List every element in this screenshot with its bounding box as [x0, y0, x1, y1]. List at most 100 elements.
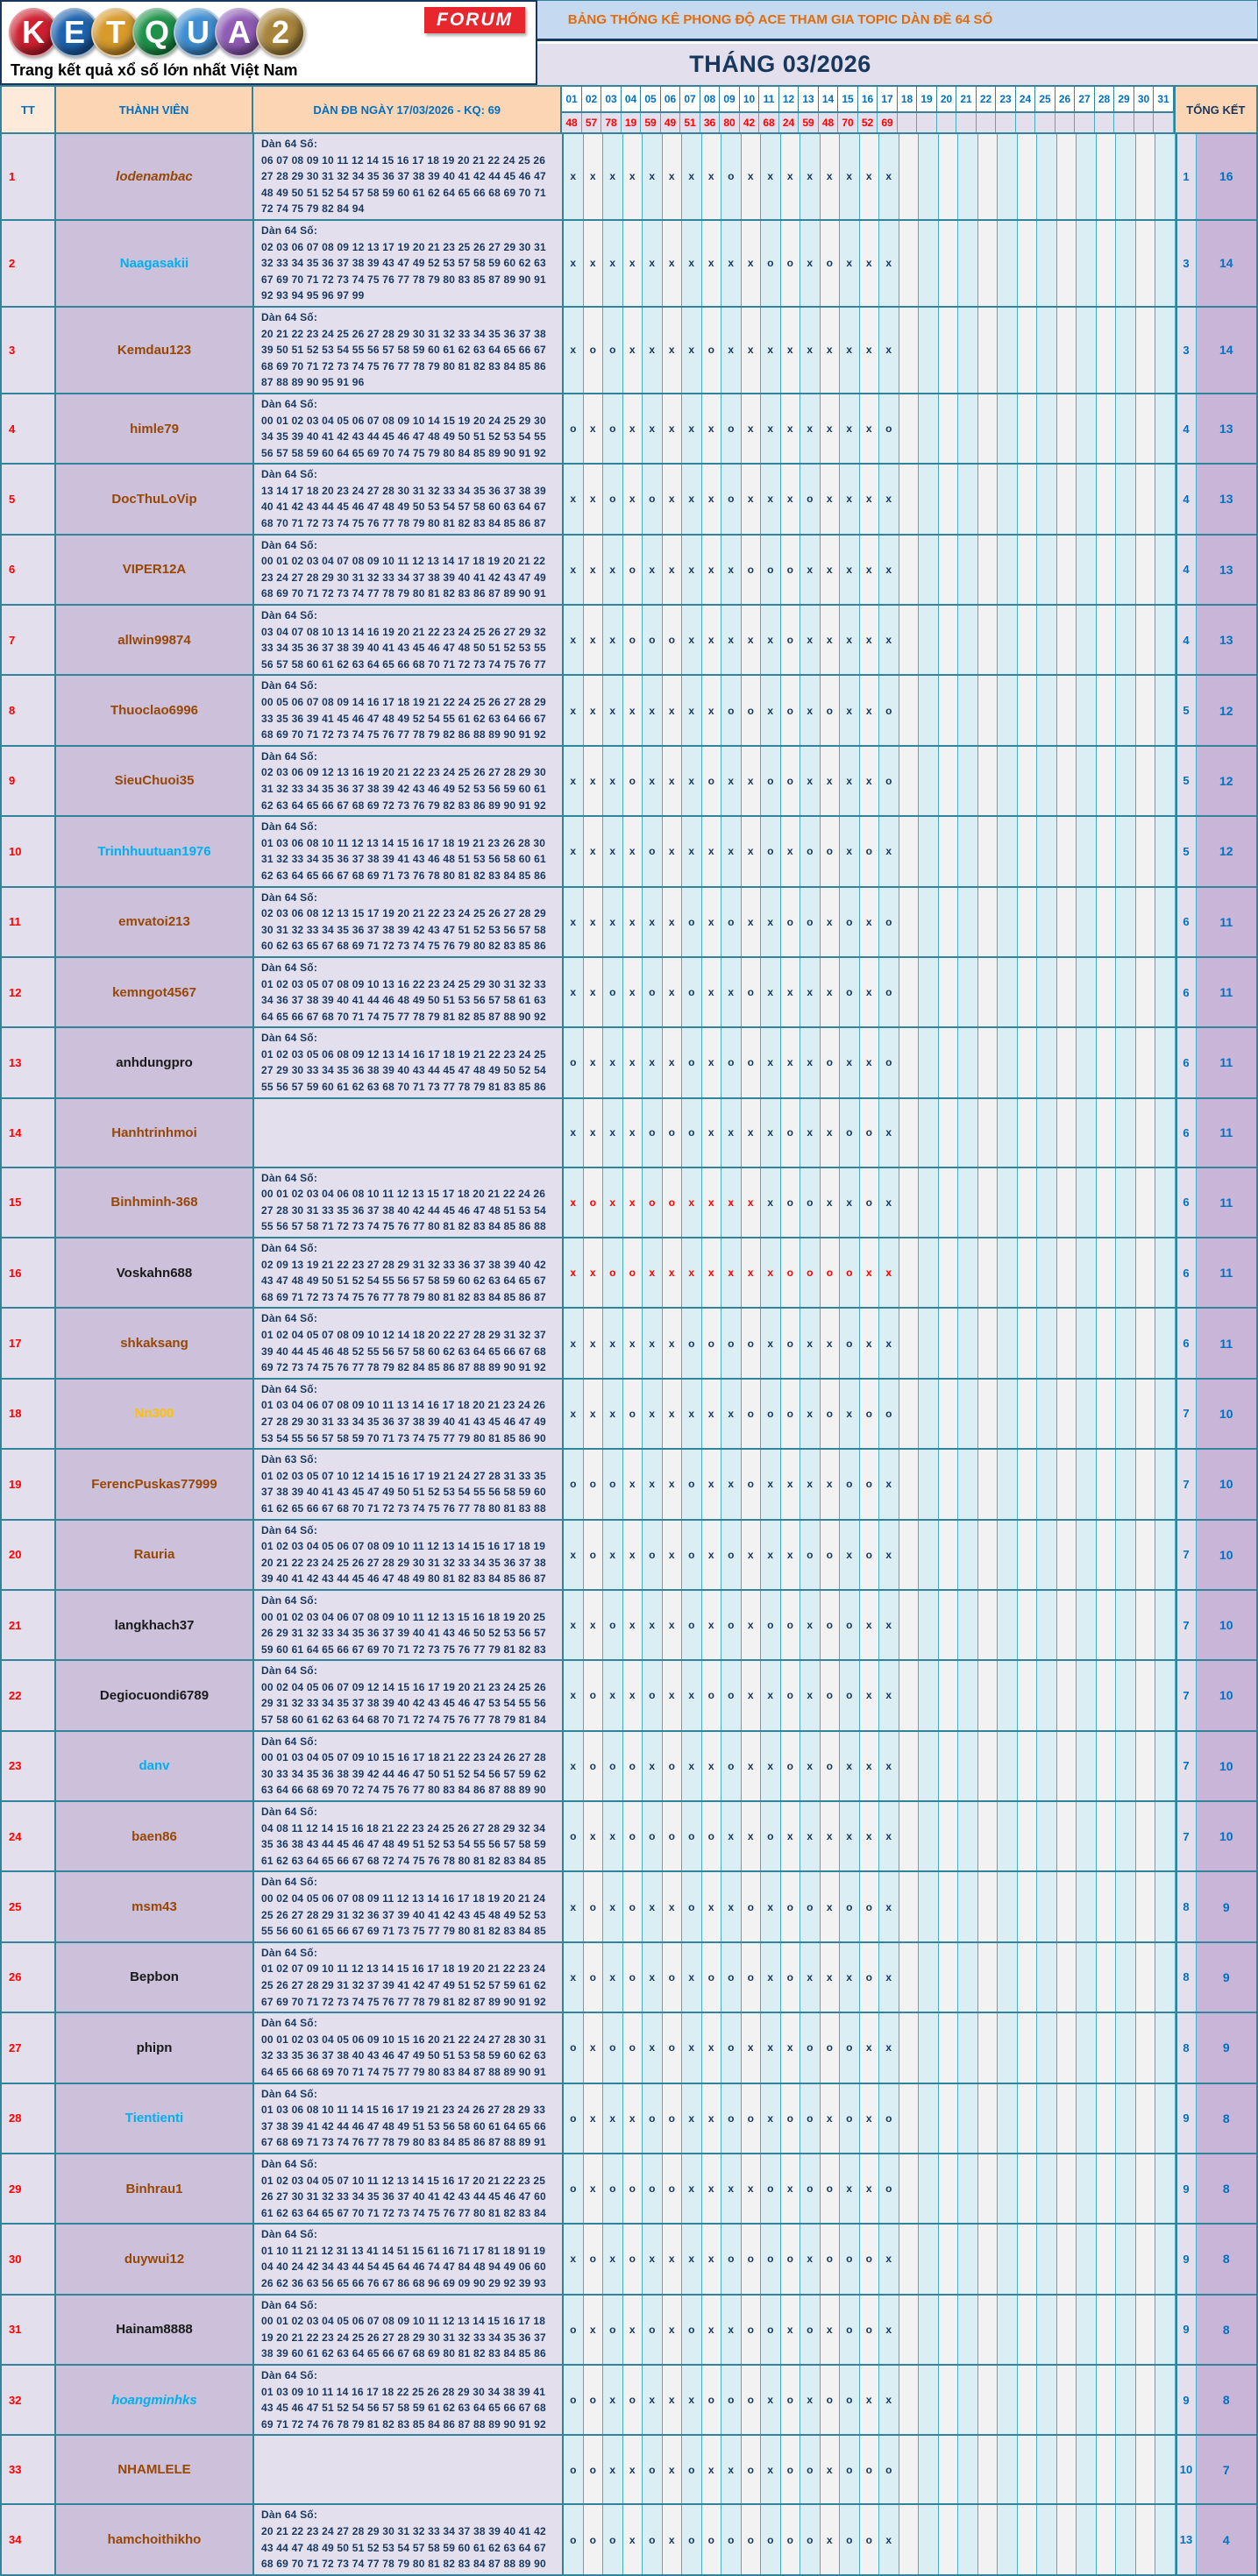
- empty-day-cell: [899, 957, 919, 1027]
- mark-day-07: x: [682, 676, 702, 745]
- day-header-26: 26: [1055, 87, 1076, 111]
- mark-day-13: o: [800, 1872, 821, 1941]
- mark-day-07: o: [682, 887, 702, 956]
- row-index: 17: [2, 1309, 56, 1378]
- kq-result-day-03: 78: [601, 113, 622, 132]
- mark-day-11: x: [761, 1942, 781, 2012]
- empty-day-cell: [1135, 1942, 1155, 2012]
- empty-day-cell: [1096, 2366, 1116, 2435]
- number-set: Dàn 64 Số: 01 03 06 08 10 11 12 13 14 15 …: [254, 817, 564, 886]
- mark-day-05: o: [643, 2505, 663, 2574]
- empty-day-cell: [1096, 1802, 1116, 1871]
- day-header-05: 05: [641, 87, 661, 111]
- member-row: 28 Tientienti Dàn 64 Số: 01 03 06 08 10 11 …: [2, 2082, 1256, 2153]
- empty-day-cell: [1077, 535, 1097, 605]
- mark-day-09: x: [721, 746, 742, 816]
- mark-day-15: o: [840, 2083, 860, 2153]
- mark-day-10: x: [741, 1661, 761, 1730]
- empty-day-cell: [899, 1942, 919, 2012]
- member-row: 19 FerencPuskas77999 Dàn 63 Số: 01 02 03 05…: [2, 1448, 1256, 1519]
- empty-day-cell: [1116, 1731, 1136, 1801]
- mark-day-06: o: [662, 2013, 682, 2083]
- empty-day-cell: [1017, 1379, 1037, 1449]
- site-logo[interactable]: K E T Q U A 2 FORUM Trang kết quả xổ số lớn nhấ…: [0, 0, 537, 85]
- empty-day-cell: [1056, 2366, 1077, 2435]
- mark-day-02: o: [583, 1731, 603, 1801]
- member-row: 12 kemngot4567 Dàn 64 Số: 01 02 03 05 07 08…: [2, 955, 1256, 1027]
- mark-day-12: x: [780, 465, 800, 534]
- empty-day-cell: [899, 1098, 919, 1167]
- mark-day-17: x: [879, 1520, 899, 1589]
- mark-day-09: o: [721, 2225, 742, 2294]
- mark-day-05: x: [643, 2366, 663, 2435]
- mark-day-02: o: [583, 2366, 603, 2435]
- mark-day-08: x: [701, 1520, 721, 1589]
- mark-day-16: o: [859, 2505, 879, 2574]
- mark-day-09: x: [721, 1098, 742, 1167]
- member-name: Binhrau1: [56, 2154, 254, 2224]
- mark-day-03: x: [603, 2366, 623, 2435]
- total-o-count: 7: [1175, 1731, 1196, 1801]
- mark-day-07: x: [682, 1942, 702, 2012]
- number-set-label: Dàn 64 Số:: [261, 1876, 318, 1889]
- number-set-values: 20 21 22 23 24 27 28 29 30 31 32 33 34 3…: [261, 2525, 546, 2571]
- mark-day-11: o: [761, 2225, 781, 2294]
- empty-day-cell: [1096, 1731, 1116, 1801]
- mark-day-01: o: [564, 1028, 584, 1097]
- empty-day-cell: [1135, 1590, 1155, 1660]
- empty-day-cell: [1056, 887, 1077, 956]
- empty-day-cell: [1056, 220, 1077, 306]
- logo-letters: K E T Q U A 2 FORUM: [9, 4, 529, 61]
- empty-day-cell: [938, 1661, 958, 1730]
- mark-day-17: x: [879, 1309, 899, 1378]
- empty-day-cell: [1037, 1309, 1057, 1378]
- mark-day-15: x: [840, 817, 860, 886]
- mark-day-03: o: [603, 2154, 623, 2224]
- mark-day-10: x: [741, 394, 761, 464]
- empty-day-cell: [919, 134, 939, 219]
- mark-day-11: x: [761, 676, 781, 745]
- empty-day-cell: [1135, 2225, 1155, 2294]
- total-o-count: 6: [1175, 1309, 1196, 1378]
- empty-day-cell: [899, 134, 919, 219]
- mark-day-05: x: [643, 1028, 663, 1097]
- mark-day-10: x: [741, 746, 761, 816]
- empty-day-cell: [1037, 1590, 1057, 1660]
- empty-day-cell: [1017, 307, 1037, 393]
- day-header-11: 11: [759, 87, 779, 111]
- mark-day-11: o: [761, 2295, 781, 2365]
- empty-day-cell: [1017, 1167, 1037, 1238]
- number-set: Dàn 64 Số: 01 02 07 09 10 11 12 13 14 15 …: [254, 1942, 564, 2012]
- number-set-values: 00 01 02 03 04 05 06 09 10 15 16 20 21 2…: [261, 2033, 546, 2078]
- empty-day-cell: [1135, 2013, 1155, 2083]
- empty-day-cell: [899, 465, 919, 534]
- total-x-count: 12: [1195, 817, 1256, 886]
- number-set-label: Dàn 64 Số:: [261, 749, 318, 763]
- mark-day-10: x: [741, 1238, 761, 1308]
- mark-day-16: x: [859, 746, 879, 816]
- mark-day-14: x: [820, 134, 840, 219]
- mark-day-12: o: [780, 2366, 800, 2435]
- mark-day-05: x: [643, 1450, 663, 1519]
- empty-day-cell: [1037, 307, 1057, 393]
- mark-day-05: o: [643, 1167, 663, 1238]
- mark-day-02: o: [583, 1661, 603, 1730]
- number-set: Dàn 64 Số: 00 01 02 03 04 05 06 07 08 09 …: [254, 394, 564, 464]
- stats-table: TT THÀNH VIÊN DÀN ĐB NGÀY 17/03/2026 - K…: [0, 85, 1258, 2576]
- member-name: Voskahn688: [56, 1238, 254, 1308]
- member-row: 7 allwin99874 Dàn 64 Số: 03 04 07 08 10 13 …: [2, 604, 1256, 675]
- mark-day-13: x: [800, 676, 821, 745]
- mark-day-09: o: [721, 1520, 742, 1589]
- total-o-count: 7: [1175, 1450, 1196, 1519]
- empty-day-cell: [1116, 134, 1136, 219]
- empty-day-cell: [958, 1098, 978, 1167]
- mark-day-14: x: [820, 465, 840, 534]
- kq-result-day-16: 52: [857, 113, 878, 132]
- number-set-values: 00 02 04 05 06 07 08 09 11 12 13 14 16 1…: [261, 1892, 546, 1938]
- mark-day-02: x: [583, 1802, 603, 1871]
- number-set-label: Dàn 64 Số:: [261, 891, 318, 904]
- empty-day-cell: [938, 2295, 958, 2365]
- member-name: baen86: [56, 1802, 254, 1871]
- empty-day-cell: [919, 2366, 939, 2435]
- mark-day-12: o: [780, 535, 800, 605]
